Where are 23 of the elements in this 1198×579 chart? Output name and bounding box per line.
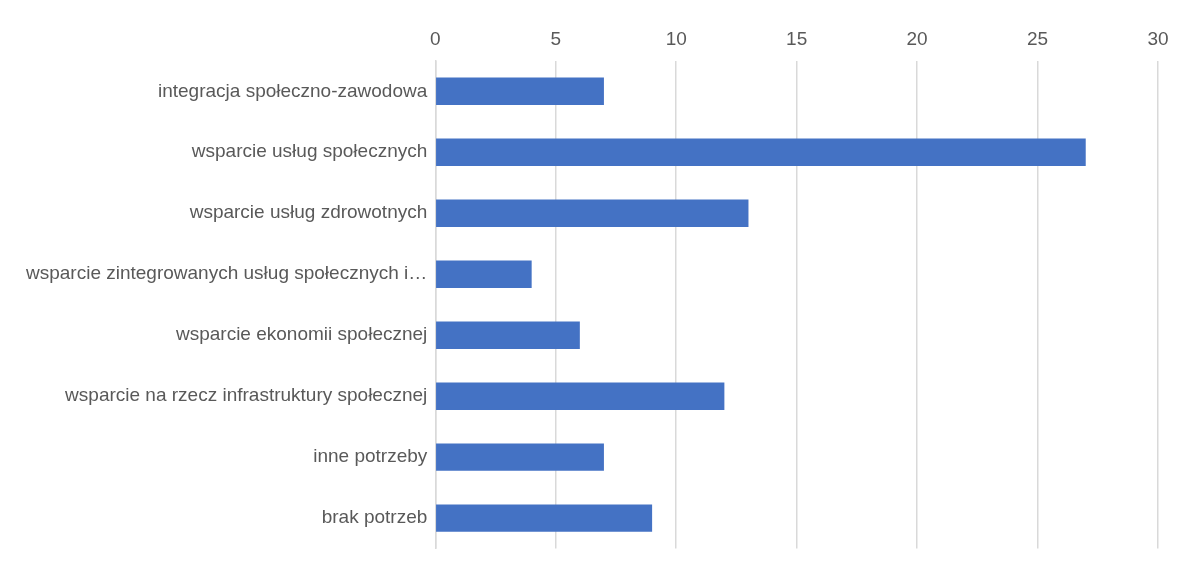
y-tick-label: wsparcie ekonomii społecznej bbox=[174, 323, 428, 345]
bar bbox=[436, 138, 1086, 166]
bar bbox=[436, 77, 604, 106]
x-tick-label: 20 bbox=[906, 27, 928, 49]
y-tick-label: brak potrzeb bbox=[321, 506, 428, 528]
bar bbox=[436, 321, 580, 349]
y-tick-label: wsparcie na rzecz infrastruktury społecznej bbox=[64, 384, 428, 406]
x-tick-label: 10 bbox=[665, 27, 687, 49]
y-tick-label: wsparcie zintegrowanych usług społecznych i… bbox=[24, 262, 428, 284]
y-tick-label: integracja społeczno-zawodowa bbox=[157, 79, 428, 101]
bar bbox=[436, 504, 653, 532]
x-tick-label: 30 bbox=[1147, 27, 1169, 49]
y-tick-label: wsparcie usług zdrowotnych bbox=[188, 201, 428, 223]
bar bbox=[436, 382, 725, 410]
x-tick-label: 25 bbox=[1026, 27, 1049, 49]
x-tick-label: 0 bbox=[430, 27, 441, 49]
bar bbox=[436, 443, 604, 471]
bar bbox=[436, 199, 749, 227]
x-tick-label: 15 bbox=[786, 27, 808, 49]
y-tick-label: wsparcie usług społecznych bbox=[190, 140, 428, 162]
y-tick-label: inne potrzeby bbox=[313, 445, 428, 467]
x-tick-label: 5 bbox=[550, 27, 562, 49]
bar bbox=[436, 260, 532, 288]
